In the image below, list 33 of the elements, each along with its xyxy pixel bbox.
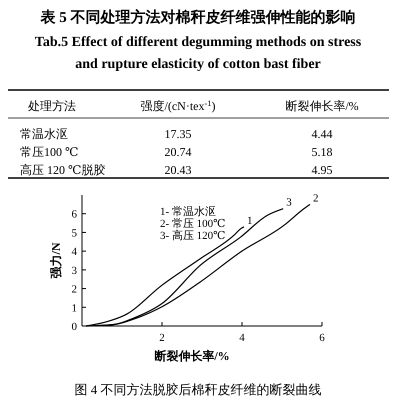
- text: 断裂伸长率/%: [285, 99, 359, 113]
- x-tick-label: 2: [159, 332, 165, 344]
- text: 强度/(cN·tex$^{-1}$): [140, 98, 216, 113]
- annotation: 1- 常温水沤: [160, 205, 216, 218]
- annotation: 3- 高压 120℃: [160, 229, 226, 242]
- y-tick-label: 0: [72, 321, 78, 333]
- x-tick-label: 4: [239, 332, 246, 344]
- series-label: 3: [286, 196, 292, 209]
- data-label: 17.35: [164, 127, 192, 141]
- data-label: 4.44: [312, 127, 332, 141]
- caption: 图 4 不同方法脱胶后棉秆皮纤维的断裂曲线: [74, 382, 322, 397]
- text: 表 5 不同处理方法对棉秆皮纤维强伸性能的影响: [40, 8, 356, 26]
- x-axis-title: 断裂伸长率/%: [154, 349, 230, 363]
- y-tick-label: 6: [72, 208, 78, 221]
- y-axis-title: 强力/N: [49, 242, 63, 278]
- y-tick-label: 4: [72, 246, 78, 258]
- data-label: 20.74: [164, 145, 192, 159]
- x-tick-label: 6: [319, 332, 326, 344]
- category-label: 常温水沤: [20, 127, 68, 141]
- text: 处理方法: [28, 99, 76, 113]
- y-tick-label: 2: [72, 284, 77, 296]
- annotation: 2- 常压 100℃: [160, 217, 226, 230]
- data-label: 4.95: [312, 163, 332, 177]
- text: Tab.5 Effect of different degumming methods on stress and rupture elasticity of cotton bast fiber: [34, 35, 362, 72]
- data-label: 5.18: [312, 145, 332, 159]
- series-label: 2: [313, 192, 318, 204]
- y-tick-label: 1: [72, 302, 77, 314]
- y-tick-label: 3: [72, 264, 78, 277]
- y-tick-label: 5: [72, 227, 78, 240]
- category-label: 常压100 ℃: [20, 145, 78, 159]
- data-label: 20.43: [164, 163, 192, 177]
- series-label: 1: [247, 214, 252, 227]
- category-label: 高压 120 ℃脱胶: [20, 163, 106, 177]
